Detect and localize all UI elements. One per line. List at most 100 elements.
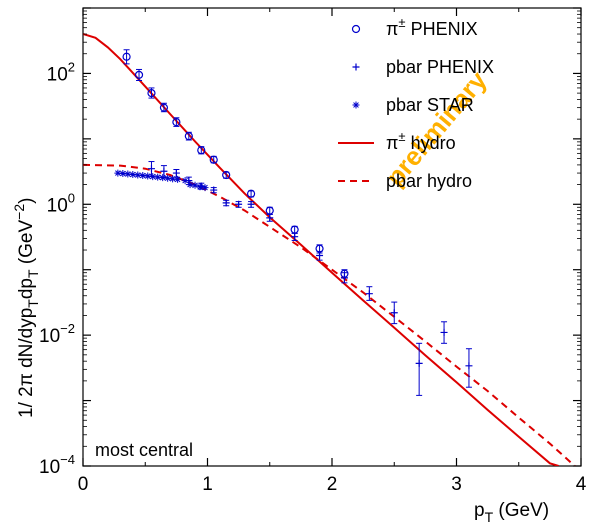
- legend-item-4: pbar hydro: [338, 171, 472, 191]
- pbar-star-point: [186, 181, 194, 189]
- pbar-phenix-point: [160, 165, 168, 178]
- y-tick-label-2: 102: [47, 59, 75, 85]
- y-tick-label-0: 100: [47, 190, 75, 216]
- x-axis-label: pT (GeV): [474, 500, 549, 525]
- pbar-phenix-point: [247, 200, 255, 208]
- pi-phenix-marker: [246, 189, 256, 198]
- pbar-star-point: [149, 173, 157, 181]
- pbar-phenix-marker: [222, 199, 230, 207]
- pbar-star-point: [134, 171, 142, 179]
- pbar-phenix-marker: [210, 186, 218, 194]
- legend-item-0: π± PHENIX: [351, 15, 478, 39]
- pi-phenix-point: [184, 131, 193, 141]
- axes-frame: [82, 7, 582, 467]
- pbar-star-point: [124, 170, 132, 178]
- pi-phenix-marker: [122, 52, 131, 61]
- legend-circle-icon: [351, 24, 361, 34]
- pi-phenix-point: [246, 189, 256, 198]
- pbar-phenix-point: [172, 169, 180, 178]
- x-tick-label-4: 4: [576, 474, 587, 495]
- pbar-phenix-marker: [160, 167, 168, 175]
- annotation-most-central: most central: [95, 440, 193, 460]
- pbar-phenix-marker: [415, 359, 423, 367]
- pbar-phenix-marker: [291, 233, 299, 241]
- y-tick-label--4: 10−4: [39, 452, 75, 478]
- pbar-star-point: [129, 171, 137, 179]
- pbar-phenix-point: [440, 321, 448, 344]
- curve-pbar-hydro: [83, 163, 576, 466]
- pi-phenix-point: [209, 155, 218, 164]
- data-points: [114, 49, 473, 396]
- legend-item-2: pbar STAR: [352, 95, 474, 115]
- pbar-phenix-point: [316, 250, 324, 261]
- pi-phenix-point: [147, 87, 156, 99]
- pbar-phenix-marker: [440, 328, 448, 336]
- pi-phenix-marker: [147, 89, 156, 98]
- pbar-phenix-point: [291, 232, 299, 241]
- hydro-curves: [83, 33, 576, 466]
- legend-item-1: pbar PHENIX: [352, 57, 494, 77]
- pbar-phenix-point: [465, 348, 473, 388]
- pbar-phenix-marker: [340, 274, 348, 282]
- legend-star-icon: [352, 101, 360, 109]
- legend: π± PHENIX pbar PHENIX pbar STAR π± hydro pba…: [338, 15, 494, 191]
- pi-phenix-marker: [159, 103, 169, 112]
- pi-phenix-point: [222, 170, 231, 180]
- pbar-star-point: [154, 173, 162, 181]
- pi-phenix-point: [122, 49, 131, 65]
- legend-label-2: pbar STAR: [386, 95, 474, 115]
- pi-phenix-marker: [197, 146, 206, 155]
- legend-item-3: π± hydro: [338, 129, 456, 153]
- x-tick-label-0: 0: [78, 474, 89, 495]
- y-tick-label--2: 10−2: [39, 321, 75, 347]
- pbar-star-point: [191, 181, 199, 189]
- pbar-phenix-point: [222, 199, 230, 207]
- legend-label-0: π± PHENIX: [386, 15, 478, 39]
- pi-phenix-marker: [209, 155, 218, 164]
- pbar-star-point: [169, 175, 177, 183]
- legend-label-1: pbar PHENIX: [386, 57, 494, 77]
- pbar-phenix-marker: [316, 251, 324, 259]
- y-axis-label: 1/ 2π dN/dypTdpT (GeV−2): [11, 198, 41, 418]
- tick-labels: 0 1 2 3 4 102 100 10−2 10−4: [39, 7, 587, 495]
- pbar-star-point: [139, 172, 147, 180]
- x-tick-label-2: 2: [327, 474, 338, 495]
- pbar-star-point: [144, 172, 152, 180]
- x-tick-label-1: 1: [202, 474, 213, 495]
- pbar-phenix-marker: [365, 290, 373, 298]
- pbar-star-point: [181, 177, 189, 185]
- pi-phenix-marker: [222, 170, 231, 180]
- pbar-star-point: [114, 169, 122, 177]
- pbar-phenix-marker: [247, 200, 255, 208]
- pbar-phenix-point: [147, 161, 155, 177]
- pi-phenix-point: [172, 117, 181, 127]
- pbar-star-point: [174, 175, 182, 183]
- x-tick-label-3: 3: [451, 474, 462, 495]
- pbar-star-point: [159, 174, 167, 182]
- pi-phenix-point: [159, 102, 169, 113]
- legend-label-4: pbar hydro: [386, 171, 472, 191]
- pbar-phenix-point: [365, 286, 373, 301]
- pi-phenix-marker: [184, 132, 193, 141]
- pbar-phenix-marker: [465, 362, 473, 370]
- pbar-star-point: [201, 184, 209, 192]
- pbar-phenix-point: [235, 200, 243, 208]
- pbar-phenix-marker: [390, 309, 398, 317]
- pbar-star-point: [164, 174, 172, 182]
- pbar-phenix-marker: [235, 200, 243, 208]
- curve-pi-hydro: [83, 33, 559, 466]
- pi-phenix-point: [134, 68, 144, 81]
- pi-phenix-marker: [134, 70, 144, 79]
- pbar-phenix-point: [340, 272, 348, 284]
- pi-phenix-point: [265, 206, 274, 215]
- legend-label-3: π± hydro: [386, 129, 456, 153]
- pi-phenix-point: [290, 225, 299, 234]
- pbar-phenix-point: [390, 301, 398, 325]
- pbar-phenix-marker: [147, 165, 155, 173]
- pi-phenix-marker: [172, 118, 181, 127]
- pbar-phenix-marker: [172, 169, 180, 177]
- pbar-phenix-marker: [266, 214, 274, 222]
- pbar-star-point: [119, 170, 127, 178]
- legend-plus-icon: [352, 63, 360, 71]
